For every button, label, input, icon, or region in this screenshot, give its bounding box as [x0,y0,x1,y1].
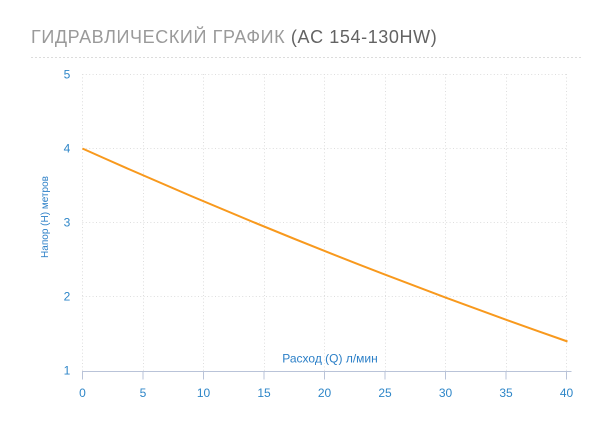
svg-text:10: 10 [197,386,211,400]
svg-text:30: 30 [439,386,453,400]
svg-text:4: 4 [64,142,71,156]
svg-text:2: 2 [64,290,71,304]
svg-text:25: 25 [378,386,392,400]
svg-text:0: 0 [79,386,86,400]
svg-text:3: 3 [64,216,71,230]
svg-text:15: 15 [257,386,271,400]
svg-text:1: 1 [64,364,71,378]
svg-text:5: 5 [64,68,71,82]
svg-text:35: 35 [499,386,513,400]
svg-text:40: 40 [560,386,574,400]
svg-text:5: 5 [140,386,147,400]
svg-text:Расход (Q) л/мин: Расход (Q) л/мин [282,352,377,366]
svg-text:Напор (H) метров: Напор (H) метров [40,176,51,258]
svg-text:20: 20 [318,386,332,400]
